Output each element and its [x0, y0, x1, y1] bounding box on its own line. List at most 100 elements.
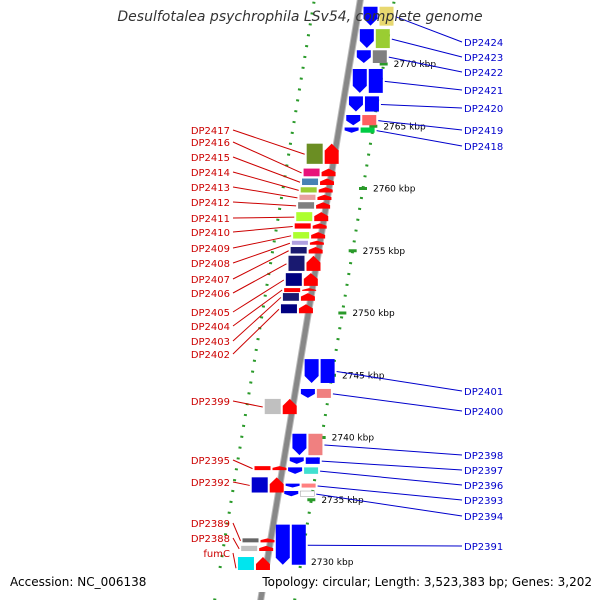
tick-label: 2760 kbp [373, 185, 416, 195]
forward-gene-label: DP2389 [191, 519, 230, 530]
reverse-gene: DP2398 [292, 433, 503, 462]
reverse-gene-arrow [289, 457, 304, 464]
reverse-gene-arrow [304, 359, 319, 383]
reverse-gene: DP2420 [348, 96, 503, 115]
reverse-gene-label: DP2401 [464, 387, 503, 398]
forward-gene-cog-box [284, 288, 301, 293]
forward-gene-label: DP2411 [191, 214, 230, 225]
forward-gene: DP2415 [191, 153, 335, 186]
forward-gene-leader [232, 552, 237, 569]
reverse-gene-arrow [346, 115, 361, 126]
forward-gene-cog-box [251, 477, 268, 493]
reverse-gene-leader [321, 460, 463, 471]
reverse-gene-leader [320, 470, 463, 486]
forward-gene-label: DP2416 [191, 138, 230, 149]
reverse-gene: DP2393 [285, 483, 503, 507]
reverse-gene-arrow [352, 68, 367, 93]
reverse-gene-leader [391, 38, 463, 58]
forward-gene-leader [232, 289, 283, 327]
forward-gene-cog-box [293, 232, 310, 239]
reverse-gene: DP2391 [275, 524, 503, 565]
reverse-gene-label: DP2393 [464, 496, 503, 507]
forward-gene-cog-box [264, 398, 281, 415]
forward-gene-cog-box [303, 168, 320, 177]
reverse-gene-cog-box [364, 96, 379, 112]
reverse-gene-arrow [275, 524, 290, 565]
reverse-gene-cog-box [291, 524, 306, 565]
reverse-gene-leader [336, 371, 463, 392]
forward-gene: DP2410 [191, 223, 327, 239]
forward-gene-leader [232, 171, 299, 191]
forward-gene-arrow [302, 288, 317, 291]
forward-gene-label: DP2404 [191, 322, 230, 333]
forward-gene-cog-box [300, 187, 317, 193]
reverse-gene-leader [307, 544, 463, 547]
reverse-gene: DP2394 [284, 490, 503, 523]
forward-gene-label: DP2405 [191, 308, 230, 319]
forward-gene-leader [232, 459, 253, 470]
topology-text: Topology: circular; Length: 3,523,383 bp… [262, 575, 592, 589]
forward-gene-leader [232, 129, 305, 155]
forward-gene-leader [232, 141, 302, 174]
reverse-gene-arrow [359, 29, 374, 49]
forward-gene: DP2395 [191, 456, 287, 471]
forward-gene-leader [232, 263, 287, 294]
forward-gene: DP2403 [191, 293, 315, 348]
forward-gene: DP2404 [191, 288, 317, 333]
forward-gene: DP2399 [191, 397, 297, 415]
map-title: Desulfotalea psychrophila LSv54, complet… [117, 9, 483, 25]
reverse-gene: DP2422 [356, 50, 503, 79]
reverse-gene: DP2423 [359, 29, 503, 64]
reverse-gene-arrow [292, 433, 307, 456]
tick-label: 2750 kbp [352, 309, 395, 319]
forward-gene-leader [232, 235, 292, 249]
forward-gene-cog-box [302, 178, 319, 186]
forward-gene-arrow [309, 240, 324, 245]
forward-gene-arrow [272, 466, 287, 471]
forward-gene-leader [232, 297, 282, 342]
forward-gene-cog-box [299, 194, 316, 200]
tick-label: 2730 kbp [311, 558, 354, 568]
forward-gene-arrow [306, 255, 321, 271]
forward-gene: DP2388 [191, 534, 274, 552]
footer-band [0, 570, 600, 592]
forward-gene-arrow [300, 293, 315, 301]
reverse-gene: DP2418 [344, 127, 503, 153]
forward-gene-leader [232, 308, 280, 355]
reverse-gene-cog-box [379, 6, 394, 26]
tick-label: 2770 kbp [394, 60, 437, 70]
forward-gene-label: DP2403 [191, 337, 230, 348]
reverse-gene-cog-box [375, 29, 390, 49]
reverse-gene-arrow [363, 6, 378, 26]
forward-gene-arrow [260, 538, 275, 543]
forward-gene-cog-box [296, 212, 313, 222]
forward-gene-arrow [269, 477, 284, 493]
forward-gene: DP2416 [191, 138, 336, 177]
reverse-gene-label: DP2400 [464, 407, 503, 418]
forward-gene-leader [232, 216, 295, 219]
forward-gene-arrow [298, 304, 313, 314]
reverse-gene-cog-box [362, 115, 377, 126]
forward-gene-leader [232, 522, 241, 542]
forward-gene: DP2414 [191, 168, 333, 193]
forward-gene-label: DP2413 [191, 183, 230, 194]
reverse-gene-label: DP2394 [464, 512, 503, 523]
reverse-gene-label: DP2391 [464, 542, 503, 553]
forward-gene-label: DP2412 [191, 198, 230, 209]
forward-gene-arrow [311, 232, 326, 239]
forward-gene: DP2413 [191, 183, 332, 200]
reverse-gene-cog-box [305, 457, 320, 464]
reverse-gene-arrow [300, 388, 315, 398]
reverse-gene-label: DP2424 [464, 38, 503, 49]
forward-gene-cog-box [282, 293, 299, 301]
reverse-gene: DP2424 [363, 6, 503, 49]
reverse-gene-label: DP2396 [464, 481, 503, 492]
forward-gene-cog-box [294, 223, 311, 229]
forward-gene-arrow [321, 168, 336, 177]
reverse-gene-cog-box [301, 483, 316, 488]
forward-gene-leader [232, 156, 301, 183]
forward-gene-leader [232, 250, 289, 280]
reverse-gene-cog-box [320, 359, 335, 383]
